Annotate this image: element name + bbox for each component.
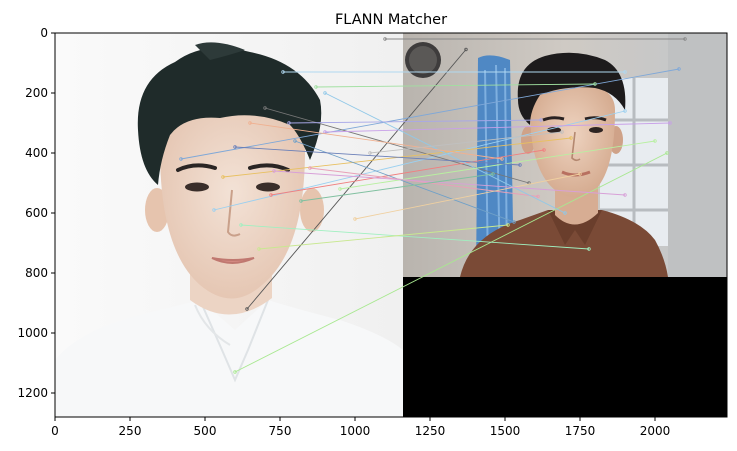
keypoint (464, 47, 468, 52)
keypoint (500, 157, 504, 161)
keypoint (293, 139, 297, 143)
keypoint (677, 67, 681, 71)
keypoint (542, 148, 546, 152)
keypoint (323, 91, 327, 95)
keypoint (308, 166, 312, 170)
keypoint (623, 109, 627, 113)
x-tick-label: 0 (51, 424, 59, 438)
match-line (240, 224, 590, 250)
keypoint (263, 106, 267, 110)
match-line (294, 140, 515, 223)
keypoint (536, 194, 540, 199)
chart-title: FLANN Matcher (335, 12, 447, 28)
keypoint (287, 121, 291, 125)
keypoint (233, 145, 237, 149)
match-line (288, 119, 542, 124)
keypoint (179, 157, 183, 161)
x-tick-label: 500 (194, 424, 217, 438)
keypoint (623, 70, 627, 74)
keypoint (281, 70, 285, 74)
x-tick-label: 1000 (340, 424, 371, 438)
x-tick-label: 1750 (565, 424, 596, 438)
keypoint (233, 370, 237, 374)
match-line (234, 146, 521, 166)
keypoint (239, 223, 243, 227)
x-tick-label: 1250 (415, 424, 446, 438)
keypoint (518, 163, 522, 167)
keypoint (593, 82, 597, 86)
keypoint (248, 121, 252, 125)
match-line (339, 140, 656, 190)
match-lines (179, 37, 687, 374)
y-tick-label: 800 (25, 266, 48, 280)
keypoint (512, 220, 516, 224)
axes-frame (54, 32, 728, 418)
padding-panel (403, 277, 727, 417)
x-axis: 0 250 500 750 1000 1250 1500 1750 2000 (51, 417, 670, 438)
match-line (270, 149, 545, 196)
match-line (300, 173, 494, 202)
match-line (264, 107, 530, 184)
keypoint (563, 211, 567, 215)
y-tick-label: 400 (25, 146, 48, 160)
keypoint (299, 199, 303, 203)
match-line (234, 152, 668, 373)
x-tick-label: 2000 (640, 424, 671, 438)
match-line (258, 224, 509, 250)
keypoint (668, 121, 672, 125)
y-tick-label: 200 (25, 86, 48, 100)
x-tick-label: 1500 (490, 424, 521, 438)
y-axis: 0 200 400 600 800 1000 1200 (17, 26, 55, 400)
keypoint (623, 193, 627, 197)
match-line (315, 83, 596, 88)
keypoint (221, 175, 225, 179)
image-area (55, 33, 727, 417)
match-line (246, 49, 467, 310)
keypoint (683, 37, 687, 41)
keypoint (665, 151, 669, 155)
keypoint (269, 193, 273, 197)
match-line (354, 173, 581, 220)
keypoint (539, 118, 543, 122)
keypoint (257, 247, 261, 251)
keypoint (653, 139, 657, 143)
keypoint (272, 169, 276, 173)
keypoint (491, 172, 495, 176)
y-tick-label: 600 (25, 206, 48, 220)
keypoint (383, 37, 387, 41)
y-tick-label: 0 (40, 26, 48, 40)
x-tick-label: 250 (119, 424, 142, 438)
query-image-panel (55, 33, 403, 417)
match-line (273, 170, 626, 196)
match-line (324, 92, 566, 214)
keypoint (587, 247, 591, 251)
keypoint (212, 208, 216, 212)
match-line (369, 131, 563, 154)
keypoint (578, 172, 582, 176)
keypoint (560, 130, 564, 134)
match-line (309, 167, 539, 197)
keypoint (353, 217, 357, 221)
y-tick-label: 1200 (17, 386, 48, 400)
keypoint (368, 151, 372, 155)
y-tick-label: 1000 (17, 326, 48, 340)
match-line (249, 122, 503, 160)
keypoint (506, 223, 510, 227)
match-line (324, 122, 671, 133)
keypoint (569, 136, 573, 140)
keypoint (338, 187, 342, 191)
x-tick-label: 750 (269, 424, 292, 438)
keypoint (314, 85, 318, 89)
keypoint (245, 307, 249, 311)
